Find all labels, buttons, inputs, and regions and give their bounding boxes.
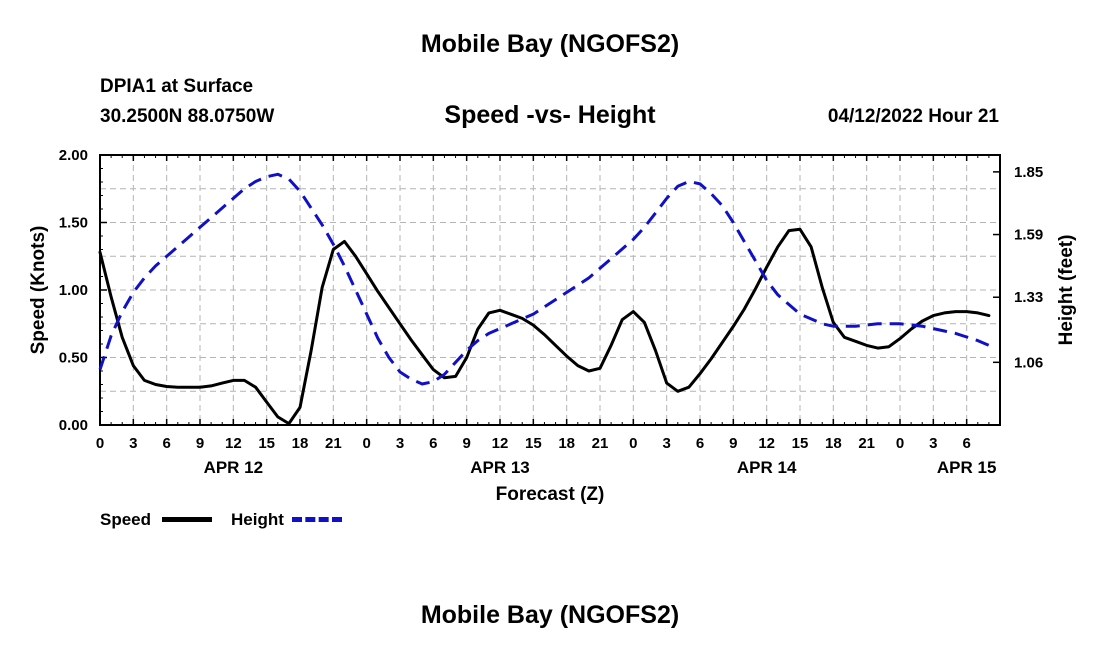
y-axis-right-title: Height (feet) — [1056, 235, 1077, 346]
x-tick-label: 3 — [129, 435, 137, 452]
x-tick-label: 15 — [525, 435, 542, 452]
y-left-tick-label: 1.00 — [59, 282, 88, 299]
date-label: APR 14 — [737, 458, 797, 477]
axis-ticks — [99, 154, 1000, 426]
x-tick-label: 12 — [225, 435, 242, 452]
x-tick-label: 0 — [96, 435, 104, 452]
x-tick-label: 0 — [629, 435, 637, 452]
x-tick-label: 15 — [792, 435, 809, 452]
forecast-datetime: 04/12/2022 Hour 21 — [827, 106, 999, 127]
date-label: APR 13 — [470, 458, 530, 477]
legend-height-label: Height — [231, 510, 284, 529]
legend-speed-swatch — [162, 517, 212, 522]
x-tick-label: 21 — [858, 435, 875, 452]
y-left-tick-label: 1.50 — [59, 215, 88, 232]
x-tick-label: 3 — [396, 435, 404, 452]
y-right-tick-label: 1.33 — [1014, 289, 1043, 306]
speed-height-chart: 0 3 6 9 12 15 18 21 0 3 6 9 12 15 18 21 0 3 6 9 12 15 18 21 0 3 6 A… — [28, 147, 1077, 505]
grid-lines — [100, 155, 1000, 425]
y-left-tick-label: 0.00 — [59, 417, 88, 434]
x-tick-label: 21 — [592, 435, 609, 452]
legend-height-swatch — [292, 517, 342, 522]
x-tick-label: 9 — [196, 435, 204, 452]
y-left-tick-label: 0.50 — [59, 350, 88, 367]
footer-title: Mobile Bay (NGOFS2) — [420, 601, 680, 629]
y-right-tick-label: 1.59 — [1014, 227, 1043, 244]
date-label: APR 12 — [204, 458, 264, 477]
x-tick-label: 9 — [462, 435, 470, 452]
x-tick-label: 0 — [896, 435, 904, 452]
main-title: Mobile Bay (NGOFS2) — [420, 30, 680, 58]
x-tick-label: 6 — [429, 435, 437, 452]
legend-speed-label: Speed — [100, 510, 152, 529]
x-tick-label: 18 — [825, 435, 842, 452]
x-axis-title: Forecast (Z) — [496, 484, 605, 505]
y-axis-left-title: Speed (Knots) — [28, 226, 49, 355]
series-lines — [98, 172, 991, 426]
x-tick-label: 18 — [292, 435, 309, 452]
x-tick-label: 12 — [758, 435, 775, 452]
x-tick-label: 6 — [962, 435, 970, 452]
x-tick-label: 3 — [662, 435, 670, 452]
y-right-tick-label: 1.06 — [1014, 354, 1043, 371]
x-tick-label: 0 — [362, 435, 370, 452]
x-tick-label: 18 — [558, 435, 575, 452]
coordinates-label: 30.2500N 88.0750W — [100, 106, 275, 127]
series-speed-line — [98, 227, 991, 426]
y-right-tick-label: 1.85 — [1014, 164, 1043, 181]
x-tick-label: 6 — [696, 435, 704, 452]
chart-title: Speed -vs- Height — [444, 101, 656, 129]
x-tick-label: 3 — [929, 435, 937, 452]
date-label: APR 15 — [937, 458, 997, 477]
x-tick-label: 15 — [258, 435, 275, 452]
x-tick-label: 21 — [325, 435, 342, 452]
x-tick-label: 6 — [162, 435, 170, 452]
y-left-tick-label: 2.00 — [59, 147, 88, 164]
axis-labels: 0 3 6 9 12 15 18 21 0 3 6 9 12 15 18 21 0 3 6 9 12 15 18 21 0 3 6 A… — [59, 147, 1043, 477]
station-label: DPIA1 at Surface — [100, 76, 254, 97]
x-tick-label: 9 — [729, 435, 737, 452]
x-tick-label: 12 — [492, 435, 509, 452]
